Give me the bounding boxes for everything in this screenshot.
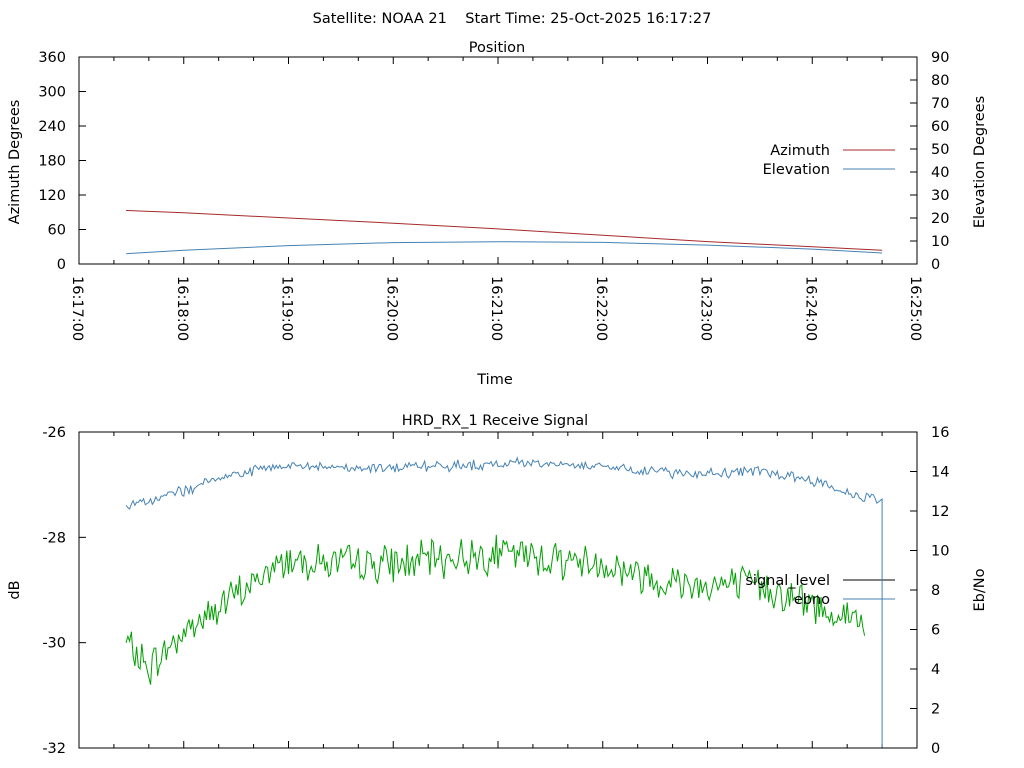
left-tick-label: 360	[38, 50, 66, 66]
signal-plot-frame	[78, 431, 918, 749]
azimuth-axis-label: Azimuth Degrees	[7, 100, 23, 225]
right-tick-label: 40	[931, 165, 949, 181]
right-tick-label: 80	[931, 73, 949, 89]
left-tick-label: 180	[38, 154, 66, 170]
receive-signal-chart-title: HRD_RX_1 Receive Signal	[402, 413, 588, 429]
x-tick-label: 16:22:00	[593, 276, 609, 341]
legend-label-ebno: ebno	[794, 592, 830, 608]
left-tick-label: 240	[38, 119, 66, 135]
right-tick-label: 4	[931, 662, 940, 678]
right-tick-label: 16	[931, 425, 949, 441]
time-axis-label: Time	[476, 372, 513, 388]
right-tick-label: 0	[931, 741, 940, 757]
x-tick-label: 16:20:00	[383, 276, 399, 341]
legend-label-signal-level: signal_level	[745, 573, 830, 589]
x-tick-label: 16:24:00	[802, 276, 818, 341]
right-tick-label: 12	[931, 504, 949, 520]
x-tick-label: 16:18:00	[174, 276, 190, 341]
figure-title: Satellite: NOAA 21 Start Time: 25-Oct-20…	[313, 11, 712, 27]
legend-label-elevation: Elevation	[763, 162, 830, 178]
x-tick-label: 16:23:00	[698, 276, 714, 341]
series-line-azimuth	[126, 210, 883, 251]
right-tick-label: 30	[931, 188, 949, 204]
right-tick-label: 70	[931, 96, 949, 112]
series-line-signal-level	[125, 534, 866, 685]
series-line-ebno	[125, 456, 883, 748]
right-tick-label: 50	[931, 142, 949, 158]
x-tick-label: 16:19:00	[279, 276, 295, 341]
left-tick-label: 60	[48, 223, 66, 239]
elevation-axis-label: Elevation Degrees	[972, 96, 988, 228]
ebno-axis-label: Eb/No	[972, 568, 988, 611]
right-tick-label: 10	[931, 234, 949, 250]
right-tick-label: 0	[931, 257, 940, 273]
series-line-elevation	[126, 241, 883, 255]
legend-label-azimuth: Azimuth	[770, 143, 830, 159]
right-tick-label: 6	[931, 623, 940, 639]
left-tick-label: -32	[42, 741, 66, 757]
db-axis-label: dB	[7, 580, 23, 599]
right-tick-label: 60	[931, 119, 949, 135]
right-tick-label: 90	[931, 50, 949, 66]
x-tick-label: 16:17:00	[69, 276, 85, 341]
left-tick-label: 300	[38, 85, 66, 101]
right-tick-label: 20	[931, 211, 949, 227]
right-tick-label: 8	[931, 583, 940, 599]
right-tick-label: 14	[931, 465, 949, 481]
left-tick-label: -26	[42, 425, 66, 441]
x-tick-label: 16:25:00	[907, 276, 923, 341]
left-tick-label: -28	[42, 530, 66, 546]
left-tick-label: -30	[42, 636, 66, 652]
position-chart-title: Position	[469, 40, 525, 56]
receive-signal-chart: HRD_RX_1 Receive Signal dB Eb/No -32 -30 -…	[7, 413, 988, 757]
right-tick-label: 10	[931, 544, 949, 560]
x-tick-label: 16:21:00	[488, 276, 504, 341]
position-chart: Position Azimuth Degrees Elevation Degre…	[7, 40, 988, 388]
position-plot-frame	[78, 56, 918, 265]
right-tick-label: 2	[931, 702, 940, 718]
left-tick-label: 0	[57, 257, 66, 273]
left-tick-label: 120	[38, 188, 66, 204]
